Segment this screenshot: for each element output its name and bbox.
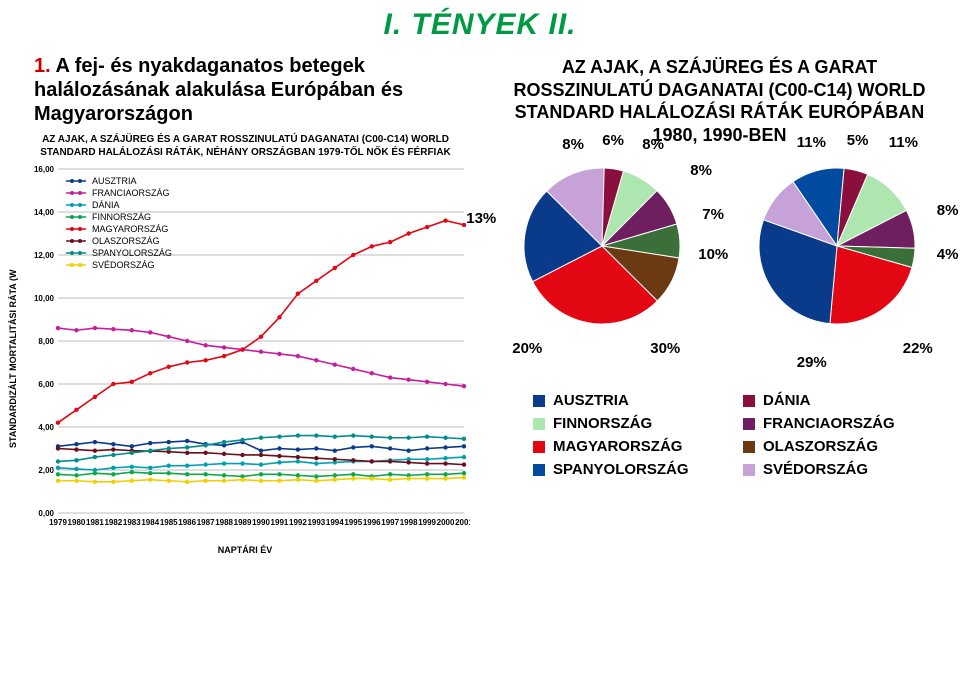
legend-swatch — [743, 395, 755, 407]
legend-item: OLASZORSZÁG — [743, 438, 953, 455]
legend-swatch — [533, 441, 545, 453]
svg-text:8,00: 8,00 — [38, 337, 54, 346]
y-axis-label: STANDARDIZÁLT MORTALITÁSI RÁTA (W — [6, 163, 20, 555]
svg-text:1980: 1980 — [68, 518, 86, 527]
svg-text:1997: 1997 — [381, 518, 399, 527]
svg-text:OLASZORSZÁG: OLASZORSZÁG — [92, 236, 160, 246]
pie-chart-1: 11%5%11%8%4%22%29% — [737, 156, 937, 356]
subtitle-number: 1. — [34, 55, 51, 77]
svg-text:MAGYARORSZÁG: MAGYARORSZÁG — [92, 224, 168, 234]
legend-label: SVÉDORSZÁG — [763, 461, 868, 478]
svg-text:AUSZTRIA: AUSZTRIA — [92, 176, 137, 186]
svg-text:FINNORSZÁG: FINNORSZÁG — [92, 212, 151, 222]
svg-text:1982: 1982 — [104, 518, 122, 527]
pie-label: 8% — [562, 136, 584, 153]
pie-charts-row: 8%6%8%8%7%10%30%20%13%11%5%11%8%4%22%29% — [485, 156, 954, 386]
legend-item: SPANYOLORSZÁG — [533, 461, 743, 478]
legend-label: FINNORSZÁG — [553, 415, 652, 432]
legend-item: FINNORSZÁG — [533, 415, 743, 432]
svg-text:1983: 1983 — [123, 518, 141, 527]
svg-text:1991: 1991 — [271, 518, 289, 527]
left-subtitle: 1. A fej- és nyakdaganatos betegek halál… — [6, 50, 485, 132]
svg-text:SVÉDORSZÁG: SVÉDORSZÁG — [92, 260, 155, 270]
legend-item: FRANCIAORSZÁG — [743, 415, 953, 432]
pie-label: 11% — [797, 134, 826, 151]
pie-label: 5% — [847, 132, 869, 149]
svg-text:1988: 1988 — [215, 518, 233, 527]
subtitle-text: A fej- és nyakdaganatos betegek halálozá… — [34, 55, 403, 125]
legend-item: AUSZTRIA — [533, 392, 743, 409]
svg-text:1987: 1987 — [197, 518, 215, 527]
svg-text:SPANYOLORSZÁG: SPANYOLORSZÁG — [92, 248, 172, 258]
right-panel: AZ AJAK, A SZÁJÜREG ÉS A GARAT ROSSZINUL… — [485, 50, 954, 555]
right-title: AZ AJAK, A SZÁJÜREG ÉS A GARAT ROSSZINUL… — [485, 50, 954, 156]
legend-label: SPANYOLORSZÁG — [553, 461, 689, 478]
svg-text:2,00: 2,00 — [38, 466, 54, 475]
svg-text:1998: 1998 — [400, 518, 418, 527]
legend-label: FRANCIAORSZÁG — [763, 415, 895, 432]
legend-item: DÁNIA — [743, 392, 953, 409]
legend-label: MAGYARORSZÁG — [553, 438, 682, 455]
svg-text:1981: 1981 — [86, 518, 104, 527]
legend-item: MAGYARORSZÁG — [533, 438, 743, 455]
svg-text:4,00: 4,00 — [38, 423, 54, 432]
pie-label: 20% — [512, 340, 542, 357]
pie-label: 6% — [602, 132, 624, 149]
svg-text:1996: 1996 — [363, 518, 381, 527]
pie-label: 7% — [702, 206, 724, 223]
svg-text:2000: 2000 — [437, 518, 455, 527]
pie-label: 22% — [903, 340, 933, 357]
svg-text:1979: 1979 — [49, 518, 67, 527]
svg-text:1992: 1992 — [289, 518, 307, 527]
svg-text:6,00: 6,00 — [38, 380, 54, 389]
legend-swatch — [533, 395, 545, 407]
legend-swatch — [743, 418, 755, 430]
svg-text:10,00: 10,00 — [34, 294, 55, 303]
svg-text:1989: 1989 — [234, 518, 252, 527]
svg-text:16,00: 16,00 — [34, 165, 55, 174]
legend-item: SVÉDORSZÁG — [743, 461, 953, 478]
svg-text:1984: 1984 — [141, 518, 159, 527]
pie-label: 8% — [690, 162, 712, 179]
line-chart: STANDARDIZÁLT MORTALITÁSI RÁTA (W 0,00 2,… — [6, 163, 485, 555]
svg-text:FRANCIAORSZÁG: FRANCIAORSZÁG — [92, 188, 170, 198]
svg-text:1994: 1994 — [326, 518, 344, 527]
line-chart-title: AZ AJAK, A SZÁJÜREG ÉS A GARAT ROSSZINUL… — [6, 132, 485, 163]
svg-text:1993: 1993 — [307, 518, 325, 527]
svg-text:DÁNIA: DÁNIA — [92, 200, 120, 210]
legend-swatch — [533, 418, 545, 430]
legend-swatch — [533, 464, 545, 476]
x-axis-label: NAPTÁRI ÉV — [20, 545, 470, 555]
svg-text:2001: 2001 — [455, 518, 470, 527]
pie-legend: AUSZTRIA DÁNIA FINNORSZÁG FRANCIAORSZÁG MAGY… — [485, 392, 954, 478]
legend-label: OLASZORSZÁG — [763, 438, 878, 455]
pie-label: 29% — [797, 354, 827, 371]
svg-text:14,00: 14,00 — [34, 208, 55, 217]
legend-swatch — [743, 441, 755, 453]
svg-text:1995: 1995 — [344, 518, 362, 527]
slide-title: I. TÉNYEK II. — [0, 0, 960, 42]
legend-label: DÁNIA — [763, 392, 811, 409]
legend-label: AUSZTRIA — [553, 392, 629, 409]
svg-text:12,00: 12,00 — [34, 251, 55, 260]
pie-label: 8% — [642, 136, 664, 153]
svg-text:1999: 1999 — [418, 518, 436, 527]
legend-swatch — [743, 464, 755, 476]
left-panel: 1. A fej- és nyakdaganatos betegek halál… — [6, 50, 485, 555]
pie-label: 13% — [466, 210, 496, 227]
pie-chart-0: 8%6%8%8%7%10%30%20%13% — [502, 156, 702, 356]
svg-text:0,00: 0,00 — [38, 509, 54, 518]
pie-label: 11% — [889, 134, 918, 151]
pie-label: 30% — [650, 340, 680, 357]
pie-label: 4% — [937, 246, 959, 263]
pie-label: 8% — [937, 202, 959, 219]
svg-text:1985: 1985 — [160, 518, 178, 527]
line-chart-svg: 0,00 2,00 4,00 6,00 8,00 10,00 12,00 14,00 16,00… — [20, 163, 470, 543]
svg-text:1990: 1990 — [252, 518, 270, 527]
svg-text:1986: 1986 — [178, 518, 196, 527]
pie-label: 10% — [698, 246, 728, 263]
